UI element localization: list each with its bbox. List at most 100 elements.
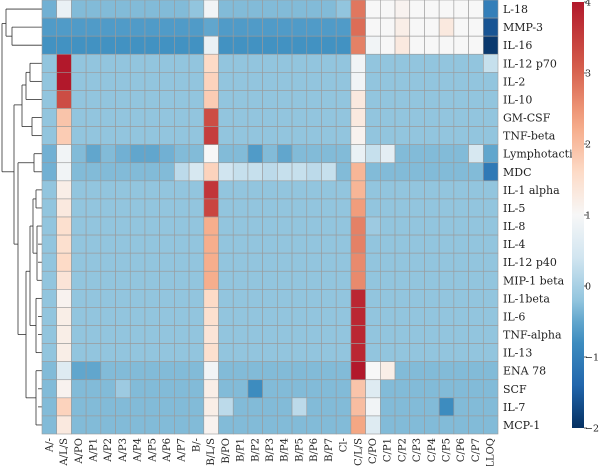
heatmap-cell bbox=[41, 90, 58, 109]
column-label: B/P7 bbox=[324, 438, 335, 462]
heatmap-cell bbox=[247, 90, 263, 109]
heatmap-cell bbox=[438, 162, 455, 182]
heatmap-cell bbox=[174, 144, 190, 164]
heatmap-cell bbox=[129, 72, 146, 91]
column-label: B/P2 bbox=[250, 438, 261, 462]
heatmap-cell bbox=[100, 415, 116, 435]
heatmap-cell bbox=[438, 72, 455, 91]
heatmap-cell bbox=[174, 343, 190, 362]
heatmap-cell bbox=[321, 198, 337, 218]
heatmap-cell bbox=[144, 17, 160, 37]
heatmap-cell bbox=[41, 289, 58, 308]
heatmap-cell bbox=[71, 53, 87, 73]
heatmap-cell bbox=[335, 252, 352, 272]
heatmap-cell bbox=[409, 289, 425, 308]
heatmap-cell bbox=[468, 35, 484, 55]
heatmap-cell bbox=[159, 53, 175, 73]
heatmap-cell bbox=[129, 397, 146, 417]
heatmap-cell bbox=[41, 270, 58, 290]
heatmap-cell bbox=[129, 35, 146, 55]
heatmap-cell bbox=[144, 53, 160, 73]
heatmap-cell bbox=[41, 144, 58, 164]
heatmap-cell bbox=[453, 108, 469, 127]
heatmap-cell bbox=[56, 53, 72, 73]
heatmap-cell bbox=[247, 198, 263, 218]
heatmap-cell bbox=[100, 343, 116, 362]
heatmap-cell bbox=[350, 415, 366, 435]
heatmap-cell bbox=[365, 252, 381, 272]
heatmap-cell bbox=[438, 234, 455, 254]
heatmap-cell bbox=[56, 361, 72, 381]
heatmap-cell bbox=[277, 108, 293, 127]
heatmap-cell bbox=[115, 108, 131, 127]
heatmap-cell bbox=[335, 325, 352, 344]
heatmap-cell bbox=[277, 144, 293, 164]
heatmap-cell bbox=[438, 180, 455, 200]
heatmap-cell bbox=[41, 307, 58, 326]
heatmap-cell bbox=[100, 307, 116, 326]
heatmap-cell bbox=[188, 415, 205, 435]
heatmap-cell bbox=[453, 0, 469, 19]
heatmap-cell bbox=[453, 397, 469, 417]
heatmap-cell bbox=[188, 162, 205, 182]
heatmap-cell bbox=[218, 198, 234, 218]
heatmap-cell bbox=[144, 90, 160, 109]
heatmap-cell bbox=[56, 162, 72, 182]
heatmap-cell bbox=[277, 415, 293, 435]
heatmap-cell bbox=[247, 0, 263, 19]
colorbar: −2 −1 0 1 2 3 4 bbox=[572, 0, 599, 435]
heatmap-cell bbox=[203, 108, 219, 127]
heatmap-cell bbox=[71, 216, 87, 236]
heatmap-cell bbox=[277, 325, 293, 344]
heatmap-cell bbox=[277, 180, 293, 200]
heatmap-cell bbox=[380, 361, 396, 381]
heatmap-cell bbox=[277, 270, 293, 290]
heatmap-cell bbox=[365, 234, 381, 254]
heatmap-cell bbox=[394, 252, 411, 272]
heatmap-cell bbox=[218, 35, 234, 55]
heatmap-cell bbox=[247, 307, 263, 326]
heatmap-cell bbox=[159, 126, 175, 145]
heatmap-cell bbox=[438, 379, 455, 399]
row-label: L-18 bbox=[503, 3, 528, 16]
heatmap-cell bbox=[41, 126, 58, 145]
heatmap-cell bbox=[409, 252, 425, 272]
heatmap-cell bbox=[335, 72, 352, 91]
colorbar-tick-label: 0 bbox=[585, 282, 591, 293]
heatmap-cell bbox=[335, 307, 352, 326]
heatmap-cell bbox=[350, 126, 366, 145]
heatmap-cell bbox=[247, 270, 263, 290]
heatmap-cell bbox=[453, 198, 469, 218]
heatmap-cell bbox=[247, 35, 263, 55]
heatmap-cell bbox=[409, 397, 425, 417]
heatmap-cell bbox=[144, 361, 160, 381]
heatmap-cell bbox=[247, 397, 263, 417]
heatmap-cell bbox=[232, 35, 249, 55]
heatmap-cell bbox=[468, 325, 484, 344]
heatmap-cells bbox=[41, 0, 499, 435]
heatmap-cell bbox=[218, 126, 234, 145]
heatmap-cell bbox=[453, 325, 469, 344]
heatmap-cell bbox=[321, 270, 337, 290]
heatmap-cell bbox=[438, 270, 455, 290]
row-label: SCF bbox=[503, 383, 527, 396]
heatmap-cell bbox=[218, 415, 234, 435]
row-label: ENA 78 bbox=[503, 365, 546, 378]
heatmap-cell bbox=[232, 90, 249, 109]
heatmap-cell bbox=[321, 108, 337, 127]
row-label: Lymphotactin bbox=[503, 148, 580, 161]
heatmap-cell bbox=[277, 379, 293, 399]
heatmap-cell bbox=[188, 144, 205, 164]
heatmap-cell bbox=[468, 216, 484, 236]
heatmap-cell bbox=[468, 198, 484, 218]
heatmap-cell bbox=[85, 108, 102, 127]
heatmap-cell bbox=[468, 252, 484, 272]
heatmap-cell bbox=[468, 72, 484, 91]
heatmap-cell bbox=[482, 162, 499, 182]
heatmap-cell bbox=[85, 252, 102, 272]
heatmap-cell bbox=[159, 108, 175, 127]
column-label: B/PO bbox=[221, 438, 232, 464]
heatmap-cell bbox=[424, 270, 440, 290]
heatmap-cell bbox=[291, 234, 308, 254]
heatmap-cell bbox=[71, 252, 87, 272]
